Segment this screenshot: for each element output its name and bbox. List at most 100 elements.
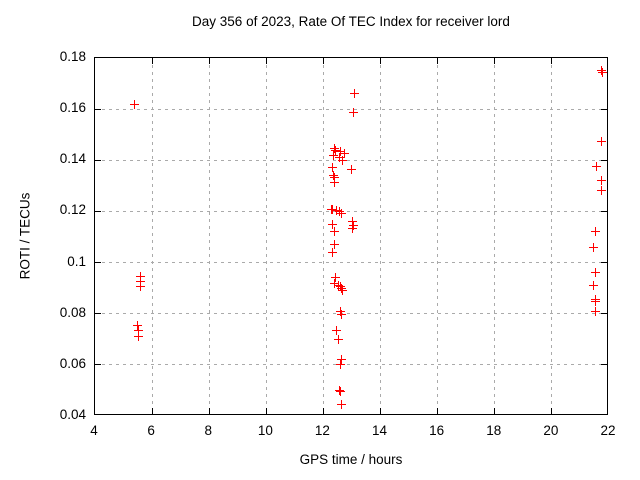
x-tick-mark — [494, 58, 496, 64]
x-tick-label: 18 — [486, 423, 502, 438]
data-point-marker — [335, 360, 345, 370]
x-axis-label: GPS time / hours — [299, 452, 403, 467]
data-point-marker — [335, 146, 345, 156]
data-point-marker — [329, 172, 339, 182]
data-point-marker — [349, 220, 359, 230]
grid-line-vertical — [380, 58, 382, 414]
x-tick-label: 4 — [90, 423, 98, 438]
data-point-marker — [591, 296, 601, 306]
data-point-marker — [333, 334, 343, 344]
y-tick-mark — [95, 159, 101, 161]
data-point-marker — [337, 209, 347, 219]
data-point-marker — [327, 219, 337, 229]
y-tick-mark — [95, 108, 101, 110]
data-point-marker — [330, 273, 340, 283]
data-point-marker — [334, 281, 344, 291]
x-tick-mark — [265, 408, 267, 414]
x-tick-mark — [551, 58, 553, 64]
data-point-marker — [597, 136, 607, 146]
data-point-marker — [328, 150, 338, 160]
data-point-marker — [133, 332, 143, 342]
data-point-marker — [329, 144, 339, 154]
grid-line-vertical — [322, 58, 324, 414]
y-tick-label: 0.06 — [59, 355, 86, 371]
grid-line-horizontal — [95, 108, 607, 110]
data-point-marker — [590, 268, 600, 278]
x-tick-mark — [151, 408, 153, 414]
y-tick-mark — [601, 262, 607, 264]
grid-line-vertical — [151, 58, 153, 414]
data-point-marker — [330, 278, 340, 288]
grid-line-horizontal — [95, 364, 607, 366]
data-point-marker — [330, 177, 340, 187]
x-tick-mark — [437, 408, 439, 414]
data-point-marker — [329, 171, 339, 181]
x-tick-mark — [265, 58, 267, 64]
data-point-marker — [339, 149, 349, 159]
x-tick-label: 6 — [147, 423, 155, 438]
data-point-marker — [336, 355, 346, 365]
x-tick-mark — [208, 58, 210, 64]
y-tick-mark — [95, 262, 101, 264]
x-tick-mark — [380, 58, 382, 64]
x-tick-label: 20 — [543, 423, 559, 438]
plot-area — [94, 57, 608, 415]
grid-line-vertical — [494, 58, 496, 414]
x-tick-label: 8 — [204, 423, 212, 438]
data-point-marker — [332, 325, 342, 335]
data-point-marker — [597, 176, 607, 186]
data-point-marker — [589, 242, 599, 252]
data-point-marker — [136, 282, 146, 292]
data-point-marker — [334, 153, 344, 163]
data-point-marker — [336, 306, 346, 316]
data-point-marker — [348, 217, 358, 227]
grid-line-vertical — [437, 58, 439, 414]
grid-line-horizontal — [95, 313, 607, 315]
grid-line-vertical — [208, 58, 210, 414]
data-point-marker — [337, 286, 347, 296]
data-point-marker — [337, 155, 347, 165]
data-point-marker — [589, 281, 599, 291]
data-point-marker — [129, 99, 139, 109]
y-tick-mark — [95, 313, 101, 315]
data-point-marker — [349, 89, 359, 99]
data-point-marker — [328, 247, 338, 257]
x-tick-mark — [380, 408, 382, 414]
x-tick-label: 22 — [600, 423, 616, 438]
x-tick-label: 10 — [257, 423, 273, 438]
x-tick-label: 14 — [372, 423, 388, 438]
data-point-marker — [337, 310, 347, 320]
data-point-marker — [328, 205, 338, 215]
data-point-marker — [335, 387, 345, 397]
data-point-marker — [336, 282, 346, 292]
grid-line-horizontal — [95, 262, 607, 264]
x-tick-mark — [322, 58, 324, 64]
data-point-marker — [349, 108, 359, 118]
y-tick-label: 0.12 — [59, 202, 86, 218]
y-tick-label: 0.1 — [67, 253, 86, 269]
y-tick-mark — [95, 210, 101, 212]
y-tick-label: 0.16 — [59, 100, 86, 116]
x-tick-mark — [437, 58, 439, 64]
grid-line-horizontal — [95, 210, 607, 212]
y-tick-mark — [601, 159, 607, 161]
grid-line-horizontal — [95, 159, 607, 161]
grid-line-vertical — [551, 58, 553, 414]
data-point-marker — [329, 227, 339, 237]
data-point-marker — [334, 385, 344, 395]
y-tick-mark — [601, 313, 607, 315]
data-point-marker — [348, 223, 358, 233]
x-tick-mark — [322, 408, 324, 414]
y-tick-mark — [601, 364, 607, 366]
y-tick-label: 0.04 — [59, 407, 86, 422]
x-tick-label: 16 — [429, 423, 445, 438]
y-tick-label: 0.18 — [59, 49, 86, 64]
y-tick-mark — [601, 210, 607, 212]
data-point-marker — [330, 145, 340, 155]
data-point-marker — [135, 277, 145, 287]
data-point-marker — [346, 164, 356, 174]
data-point-marker — [135, 272, 145, 282]
data-point-marker — [327, 163, 337, 173]
data-point-marker — [590, 306, 600, 316]
